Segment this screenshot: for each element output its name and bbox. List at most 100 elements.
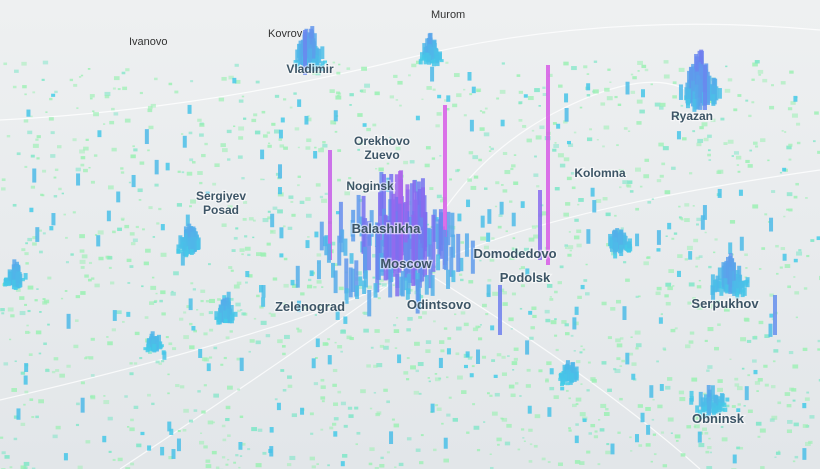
speckle xyxy=(652,398,655,401)
column xyxy=(290,279,295,286)
speckle xyxy=(80,381,85,385)
speckle xyxy=(596,139,599,141)
speckle xyxy=(239,248,245,252)
column xyxy=(176,438,181,452)
speckle xyxy=(736,386,743,391)
column xyxy=(694,84,699,110)
column xyxy=(622,306,627,320)
speckle xyxy=(476,448,481,452)
column xyxy=(459,257,464,272)
speckle xyxy=(805,441,811,447)
column xyxy=(66,313,71,329)
city-label: Noginsk xyxy=(346,179,394,193)
column xyxy=(23,273,28,280)
speckle xyxy=(316,280,322,284)
column xyxy=(169,428,174,435)
speckle xyxy=(764,334,770,338)
column xyxy=(167,421,172,432)
speckle xyxy=(407,316,413,321)
speckle xyxy=(366,364,371,368)
speckle xyxy=(7,307,14,312)
column xyxy=(191,237,196,254)
column xyxy=(726,262,731,293)
speckle xyxy=(585,292,590,296)
column xyxy=(187,237,192,255)
speckle xyxy=(573,131,577,134)
speckle xyxy=(753,335,757,338)
speckle xyxy=(479,259,482,262)
speckle xyxy=(247,448,251,451)
speckle xyxy=(484,187,488,190)
speckle xyxy=(14,69,19,73)
speckle xyxy=(463,88,466,91)
speckle xyxy=(310,432,314,435)
speckle xyxy=(456,93,462,98)
column xyxy=(719,287,724,296)
speckle xyxy=(511,164,516,168)
column xyxy=(277,187,282,195)
speckle xyxy=(425,146,431,150)
speckle xyxy=(108,450,112,453)
column xyxy=(23,375,28,385)
speckle xyxy=(779,171,783,174)
speckle xyxy=(221,223,227,227)
speckle xyxy=(779,266,783,269)
speckle xyxy=(241,312,246,316)
speckle xyxy=(651,418,655,421)
speckle xyxy=(336,91,340,95)
speckle xyxy=(65,236,68,239)
column xyxy=(438,357,443,368)
speckle xyxy=(244,235,248,238)
speckle xyxy=(261,110,266,114)
speckle xyxy=(30,185,36,189)
speckle xyxy=(445,61,449,64)
column xyxy=(367,289,372,317)
speckle xyxy=(565,389,569,392)
speckle xyxy=(204,142,208,146)
speckle xyxy=(564,244,568,247)
speckle xyxy=(293,92,297,95)
speckle xyxy=(747,374,751,377)
column xyxy=(355,285,360,299)
speckle xyxy=(512,237,516,240)
speckle xyxy=(434,377,441,382)
speckle xyxy=(763,364,768,368)
speckle xyxy=(4,455,10,459)
speckle xyxy=(630,73,634,76)
speckle xyxy=(253,113,258,117)
speckle xyxy=(632,76,637,80)
column xyxy=(97,130,102,138)
speckle xyxy=(233,236,238,240)
column xyxy=(565,382,570,386)
column xyxy=(430,403,435,413)
speckle xyxy=(624,172,627,175)
column xyxy=(223,319,228,324)
speckle xyxy=(552,122,557,125)
speckle xyxy=(793,276,796,278)
column xyxy=(487,209,492,224)
speckle xyxy=(671,237,675,240)
speckle xyxy=(702,427,707,431)
speckle xyxy=(614,95,618,99)
column xyxy=(744,386,749,401)
speckle xyxy=(266,242,271,246)
speckle xyxy=(510,393,516,398)
city-label: Sergiyev xyxy=(196,189,246,203)
speckle xyxy=(491,359,496,362)
city-label: Serpukhov xyxy=(691,296,759,311)
column xyxy=(720,407,725,412)
speckle xyxy=(42,232,46,235)
column xyxy=(732,454,737,464)
column xyxy=(678,84,683,100)
speckle xyxy=(502,151,508,156)
speckle xyxy=(578,198,584,202)
speckle xyxy=(238,136,244,140)
speckle xyxy=(577,203,580,206)
speckle xyxy=(320,396,326,400)
column xyxy=(698,79,703,110)
city-label: Zuevo xyxy=(364,148,399,162)
speckle xyxy=(602,145,605,148)
speckle xyxy=(320,378,325,382)
density-speckles xyxy=(0,60,820,469)
